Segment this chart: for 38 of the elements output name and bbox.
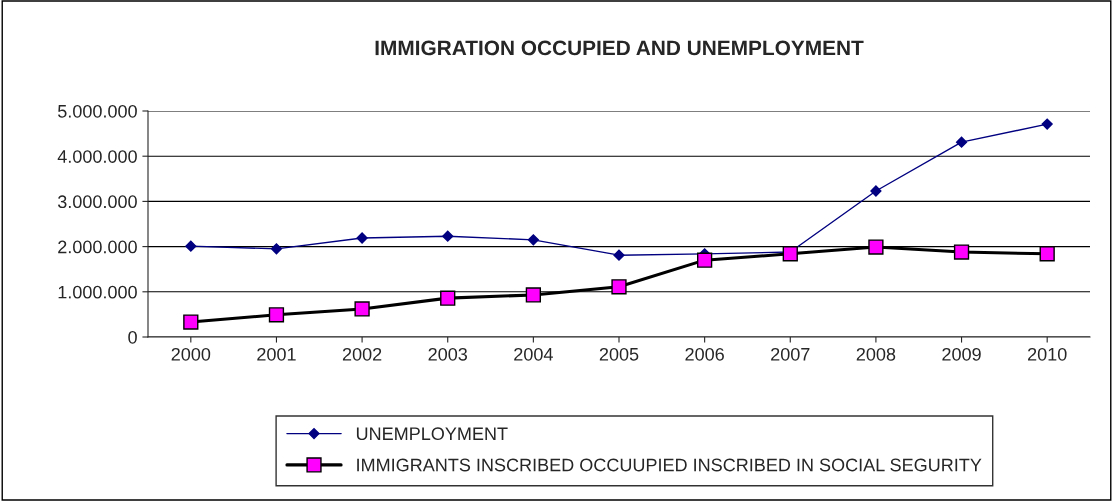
point bbox=[611, 279, 627, 295]
point bbox=[440, 290, 456, 306]
point bbox=[868, 239, 884, 255]
y-tick-label: 5.000.000 bbox=[57, 104, 137, 118]
x-tick-label: 2001 bbox=[257, 347, 296, 361]
chart-title: IMMIGRATION OCCUPIED AND UNEMPLOYMENT bbox=[375, 40, 864, 56]
x-tick-label: 2006 bbox=[685, 347, 724, 361]
point bbox=[1039, 246, 1055, 262]
legend-label: IMMIGRANTS INSCRIBED OCCUUPIED INSCRIBED IN SOCIAL SEGURITY bbox=[357, 458, 982, 472]
point bbox=[782, 246, 798, 262]
x-tick-label: 2009 bbox=[942, 347, 981, 361]
point bbox=[1041, 118, 1053, 130]
point bbox=[185, 240, 197, 252]
x-tick-label: 2003 bbox=[428, 347, 468, 361]
x-tick-label: 2005 bbox=[599, 347, 639, 361]
x-tick-label: 2010 bbox=[1028, 347, 1067, 361]
y-tick-label: 2.000.000 bbox=[58, 240, 137, 254]
x-tick-label: 2004 bbox=[514, 347, 553, 361]
point bbox=[183, 314, 199, 330]
x-tick-label: 2002 bbox=[342, 347, 382, 361]
y-tick-label: 0 bbox=[128, 330, 137, 344]
x-tick-label: 2000 bbox=[171, 347, 211, 361]
point bbox=[270, 243, 283, 255]
y-tick-label: 3.000.000 bbox=[57, 195, 137, 209]
legend-label: UNEMPLOYMENT bbox=[356, 427, 508, 441]
y-tick-label: 4.000.000 bbox=[57, 150, 137, 163]
point bbox=[955, 136, 968, 148]
point bbox=[696, 252, 713, 268]
point bbox=[527, 234, 539, 246]
point bbox=[442, 230, 454, 242]
y-tick-label: 1.000.000 bbox=[58, 285, 137, 299]
point bbox=[613, 249, 625, 261]
x-tick-label: 2008 bbox=[856, 347, 896, 361]
x-tick-label: 2007 bbox=[771, 347, 810, 361]
point bbox=[953, 244, 970, 260]
point bbox=[525, 287, 542, 303]
point bbox=[354, 301, 370, 317]
point bbox=[268, 307, 285, 323]
